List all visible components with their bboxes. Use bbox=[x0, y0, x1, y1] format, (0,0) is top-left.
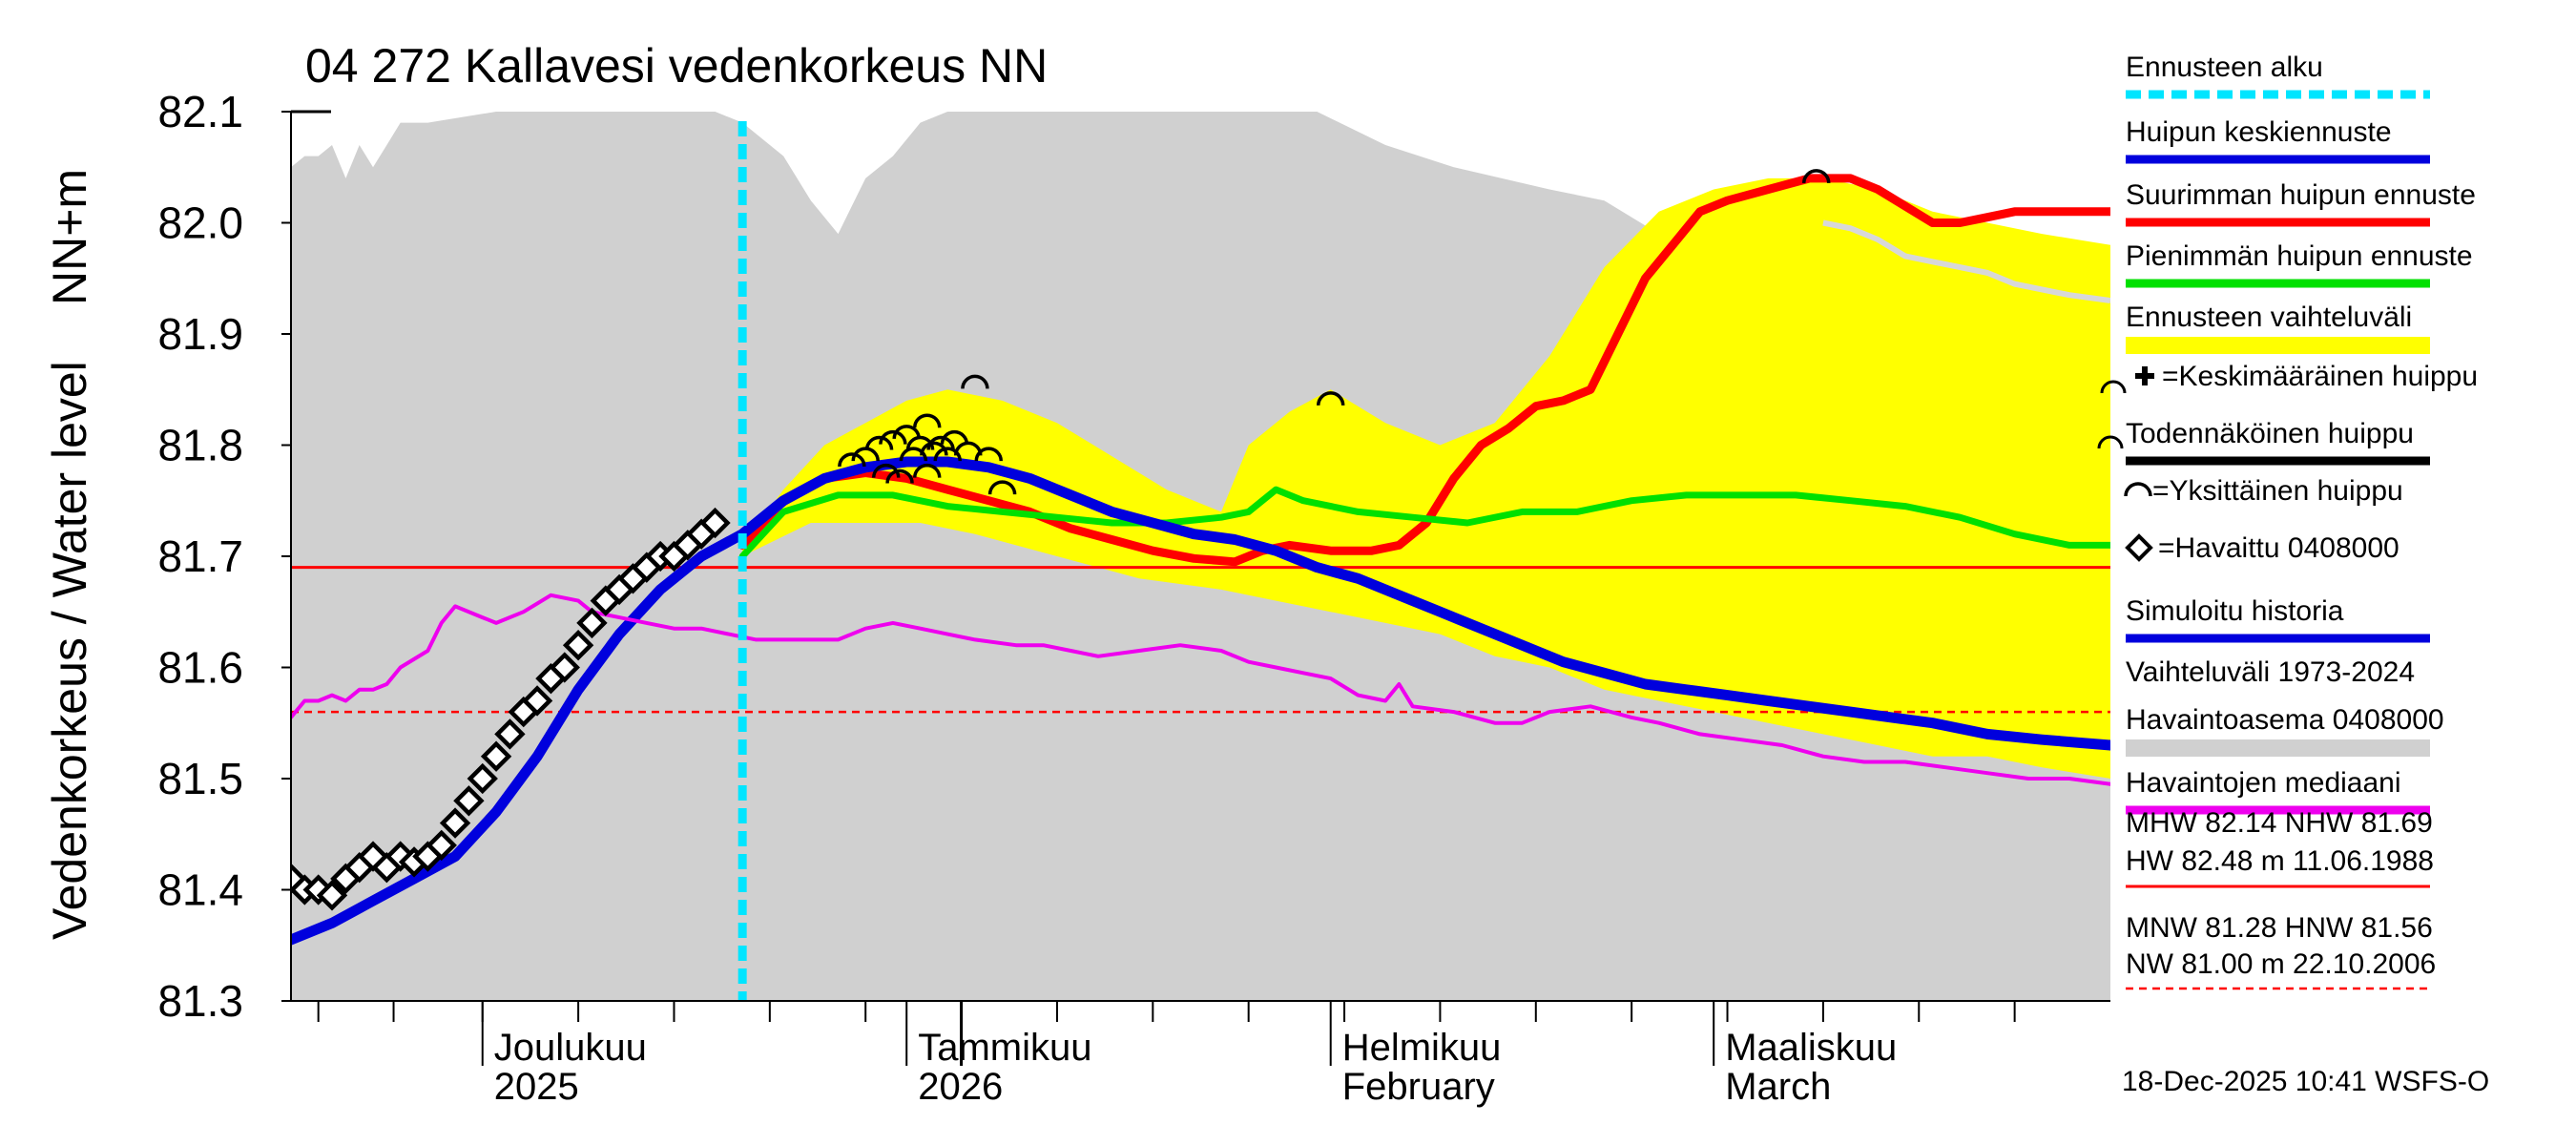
peak-marker bbox=[838, 452, 866, 468]
month-label: Joulukuu bbox=[494, 1027, 647, 1069]
legend-label: Havaintoasema 0408000 bbox=[2126, 704, 2444, 736]
observation-marker bbox=[549, 652, 580, 683]
legend-label: =Yksittäinen huippu bbox=[2152, 475, 2403, 507]
y-tick-label: 82.1 bbox=[157, 87, 243, 136]
legend-arc-icon bbox=[2097, 435, 2124, 449]
peak-marker bbox=[871, 463, 901, 478]
peak-marker bbox=[864, 435, 894, 450]
observation-marker bbox=[439, 807, 471, 839]
peak-marker bbox=[1316, 391, 1345, 406]
stats-text: MHW 82.14 NHW 81.69 bbox=[2126, 807, 2433, 839]
grey-forecast-line bbox=[1822, 219, 2110, 303]
peak-marker bbox=[926, 435, 955, 450]
y-tick-label: 81.5 bbox=[157, 754, 243, 803]
observation-marker bbox=[494, 718, 526, 750]
y-tick-label: 81.4 bbox=[157, 865, 243, 915]
observation-marker bbox=[453, 785, 485, 817]
legend-label: Huipun keskiennuste bbox=[2126, 116, 2392, 148]
axes: 81.3 81.4 81.5 81.6 81.7 81.8 81.9 82.0 82.1 Joul… bbox=[157, 87, 2110, 1108]
month-sublabel: 2025 bbox=[494, 1066, 579, 1108]
peak-marker bbox=[899, 447, 928, 462]
chart-title: 04 272 Kallavesi vedenkorkeus NN bbox=[305, 39, 1048, 93]
peak-marker bbox=[933, 447, 962, 462]
footer-timestamp: 18-Dec-2025 10:41 WSFS-O bbox=[2122, 1066, 2489, 1097]
stats-text: HW 82.48 m 11.06.1988 bbox=[2126, 845, 2434, 877]
legend-label: Havaintojen mediaani bbox=[2126, 767, 2401, 799]
y-tick-label: 81.6 bbox=[157, 643, 243, 693]
month-sublabel: March bbox=[1725, 1066, 1831, 1108]
peak-marker bbox=[912, 463, 942, 478]
peak-marker bbox=[879, 429, 907, 445]
legend-swatch bbox=[2126, 739, 2430, 757]
stats-text: MNW 81.28 HNW 81.56 bbox=[2126, 912, 2433, 944]
legend-label: Pienimmän huipun ennuste bbox=[2126, 240, 2473, 272]
legend-label: Ennusteen vaihteluväli bbox=[2126, 302, 2412, 333]
peak-marker bbox=[974, 447, 1004, 462]
y-tick-label: 82.0 bbox=[157, 198, 243, 248]
peak-marker bbox=[912, 413, 942, 428]
observation-marker bbox=[316, 880, 348, 911]
legend: Ennusteen alku Huipun keskiennuste Suurimm… bbox=[2097, 52, 2478, 990]
legend-label: Suurimman huipun ennuste bbox=[2126, 179, 2476, 211]
month-label: Maaliskuu bbox=[1725, 1027, 1897, 1069]
legend-label: =Havaittu 0408000 bbox=[2158, 532, 2399, 564]
peak-marker bbox=[885, 468, 914, 484]
peak-marker bbox=[940, 429, 969, 445]
legend-label: =Keskimääräinen huippu bbox=[2162, 361, 2478, 392]
legend-label: Simuloitu historia bbox=[2126, 595, 2344, 627]
y-tick-label: 81.3 bbox=[157, 976, 243, 1026]
series-line-pienimm-n-huipun-ennuste bbox=[738, 486, 2110, 560]
observation-marker bbox=[480, 740, 512, 772]
observation-marker bbox=[576, 607, 608, 639]
y-tick-label: 81.8 bbox=[157, 421, 243, 470]
y-tick-label: 81.7 bbox=[157, 531, 243, 581]
legend-label: Vaihteluväli 1973-2024 bbox=[2126, 656, 2415, 688]
observation-marker bbox=[521, 685, 553, 717]
legend-arc-icon bbox=[2100, 380, 2127, 394]
month-label: Tammikuu bbox=[918, 1027, 1091, 1069]
peak-marker bbox=[905, 435, 935, 450]
legend-swatch bbox=[2126, 337, 2430, 354]
legend-label: Ennusteen alku bbox=[2126, 52, 2323, 83]
month-sublabel: 2026 bbox=[918, 1066, 1003, 1108]
peak-marker bbox=[961, 374, 989, 389]
peak-marker bbox=[892, 425, 921, 440]
y-tick-label: 81.9 bbox=[157, 309, 243, 359]
series-line-huipun-keskiennuste bbox=[291, 456, 2110, 946]
observation-marker bbox=[699, 507, 731, 539]
month-sublabel: February bbox=[1342, 1066, 1495, 1108]
y-axis-unit: NN+m bbox=[43, 169, 96, 305]
legend-diamond-icon bbox=[2125, 533, 2153, 562]
month-label: Helmikuu bbox=[1342, 1027, 1502, 1069]
legend-label: Todennäköinen huippu bbox=[2126, 418, 2414, 449]
observation-marker bbox=[426, 829, 457, 862]
peak-marker bbox=[987, 480, 1017, 495]
observation-marker bbox=[467, 762, 498, 795]
stats-text: NW 81.00 m 22.10.2006 bbox=[2126, 948, 2436, 980]
peak-marker bbox=[920, 441, 948, 456]
observation-marker bbox=[291, 863, 307, 895]
forecast-range-band bbox=[742, 177, 2110, 779]
plot-area bbox=[291, 112, 2110, 1001]
observation-marker bbox=[562, 630, 594, 661]
y-axis-label: Vedenkorkeus / Water level bbox=[43, 361, 96, 940]
legend-arc-icon bbox=[2124, 482, 2152, 497]
legend-plus-icon bbox=[2135, 366, 2154, 385]
peak-marker bbox=[1801, 169, 1831, 184]
series-line-havaintojen-mediaani bbox=[291, 593, 2110, 786]
series-line-suurimman-huipun-ennuste bbox=[737, 174, 2110, 567]
